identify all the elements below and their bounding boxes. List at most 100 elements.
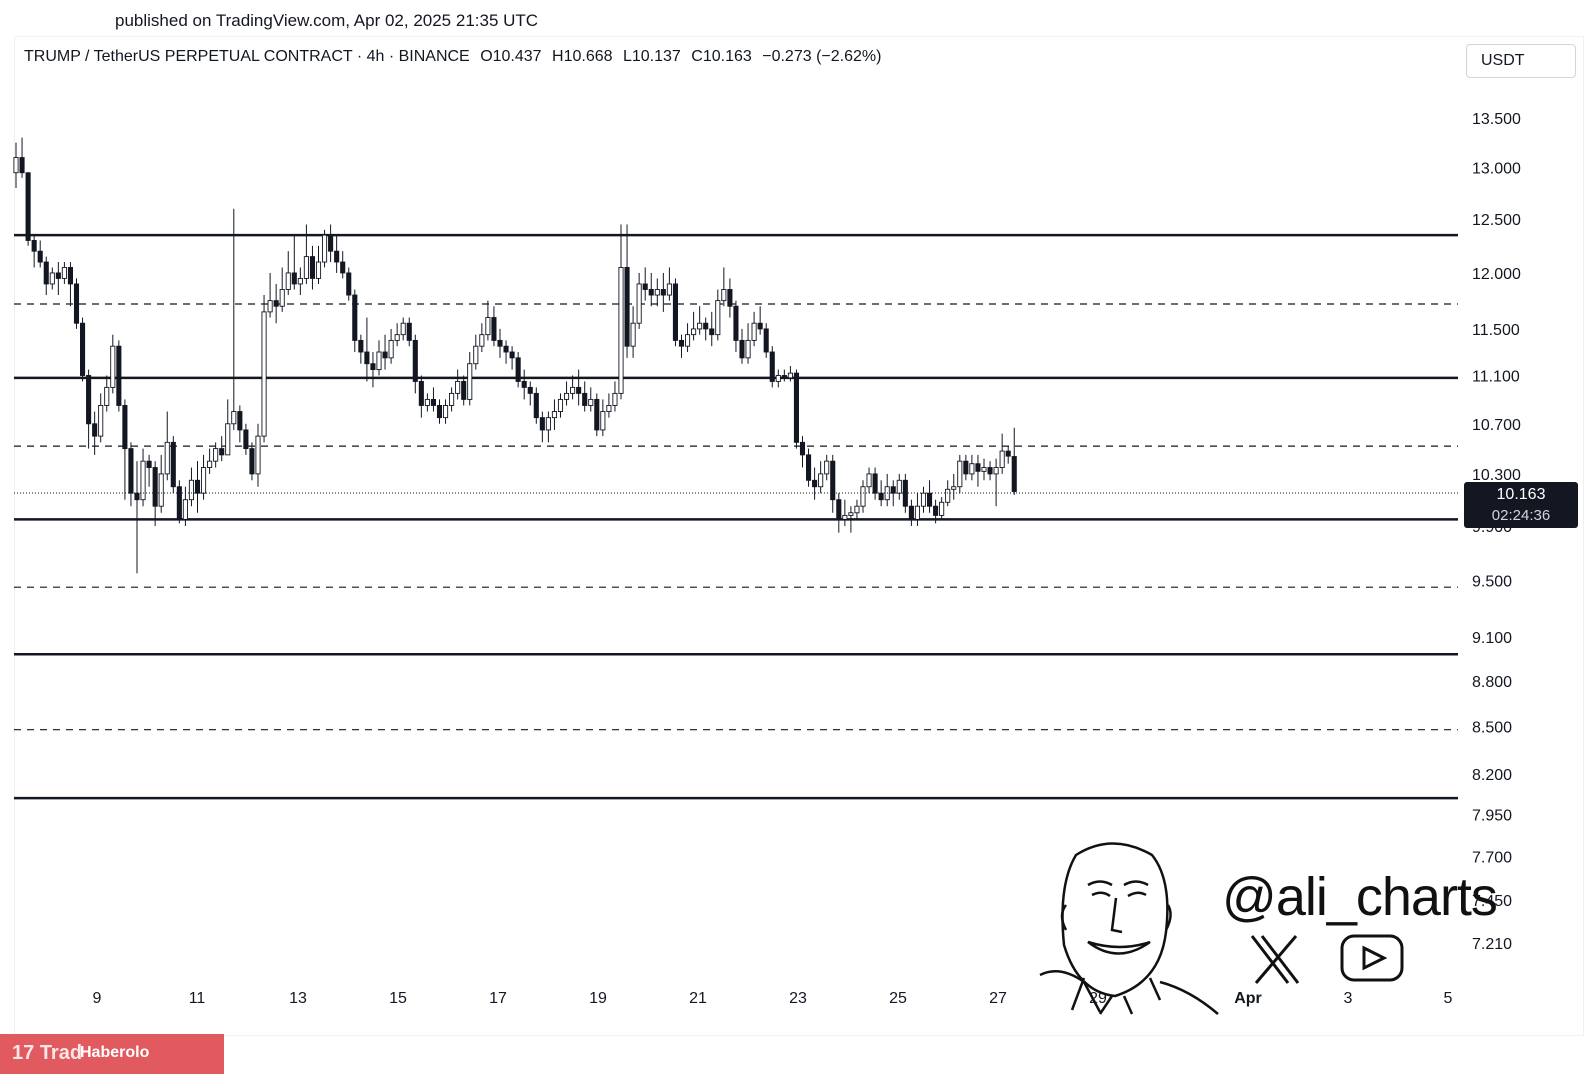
candle: [267, 272, 273, 318]
candle: [249, 442, 255, 481]
candle: [370, 352, 376, 388]
candles: [13, 137, 1017, 574]
candle-body-up: [606, 405, 612, 412]
candle-body-down: [521, 380, 527, 388]
ohlc-close: C10.163: [691, 48, 752, 65]
x-logo-icon[interactable]: [1250, 935, 1300, 984]
price-tick-label: 13.500: [1472, 111, 1521, 128]
last-price-value: 10.163: [1496, 486, 1546, 503]
candle: [781, 369, 787, 382]
price-tick-label: 11.500: [1472, 322, 1520, 339]
symbol-header: TRUMP / TetherUS PERPETUAL CONTRACT · 4h…: [24, 48, 887, 66]
candle: [709, 311, 715, 347]
candle-body-up: [570, 386, 576, 394]
price-tick-label: 8.200: [1472, 767, 1512, 784]
candle-body-up: [666, 283, 672, 296]
candle: [116, 340, 122, 412]
candle-body-up: [848, 512, 854, 516]
candle-body-up: [939, 501, 945, 516]
candle: [1011, 427, 1017, 495]
candle: [951, 473, 957, 500]
candle-body-down: [793, 372, 799, 443]
candle-body-down: [37, 250, 43, 263]
candle-body-down: [249, 448, 255, 475]
price-tick-label: 13.000: [1472, 161, 1521, 178]
youtube-icon[interactable]: [1340, 934, 1404, 982]
candle: [757, 306, 763, 335]
candle-body-up: [376, 351, 382, 371]
candle-body-down: [418, 380, 424, 406]
author-handle: @ali_charts: [1222, 867, 1498, 927]
price-tick-label: 7.950: [1472, 808, 1512, 825]
candle: [678, 334, 685, 358]
candle: [61, 262, 67, 284]
symbol-title[interactable]: TRUMP / TetherUS PERPETUAL CONTRACT · 4h…: [24, 48, 470, 65]
candle: [261, 295, 267, 443]
candle-body-up: [473, 345, 479, 365]
candle-body-down: [92, 423, 98, 437]
candle: [55, 262, 61, 296]
candle: [666, 267, 672, 301]
candle: [455, 369, 461, 400]
candle-body-up: [751, 322, 757, 341]
candle-body-down: [55, 272, 61, 279]
candle-body-down: [503, 345, 509, 353]
candle-body-down: [1005, 450, 1011, 457]
candle-body-down: [86, 375, 92, 425]
candle: [92, 411, 98, 455]
candle-body-up: [612, 392, 618, 406]
candle: [648, 272, 654, 307]
candle-body-down: [219, 448, 225, 456]
tradingview-logo: 17 Trad: [12, 1042, 83, 1064]
candle: [957, 454, 963, 494]
candle: [908, 499, 914, 526]
candle-body-down: [987, 467, 993, 475]
candle: [152, 461, 158, 526]
candle: [188, 467, 195, 507]
candle-body-up: [697, 322, 703, 330]
candle-body-down: [727, 289, 733, 307]
candle: [110, 334, 116, 394]
candle-body-down: [273, 300, 279, 307]
currency-button[interactable]: USDT: [1466, 44, 1576, 78]
candle: [388, 328, 394, 364]
candle: [987, 461, 993, 481]
candle-body-up: [896, 479, 902, 494]
candle: [485, 300, 491, 341]
candle-body-up: [261, 311, 267, 437]
candle-body-up: [303, 256, 309, 279]
candle: [793, 369, 799, 449]
candle-body-up: [207, 460, 213, 468]
candle-body-up: [322, 234, 328, 263]
footer-source: Haberolo: [80, 1044, 150, 1061]
candle-body-up: [654, 289, 660, 296]
candle-body-down: [806, 454, 812, 481]
candle-body-down: [660, 289, 666, 296]
candle: [570, 375, 576, 400]
price-tick-label: 12.500: [1472, 212, 1521, 229]
candle-body-down: [642, 283, 648, 290]
candle-body-up: [636, 283, 642, 324]
candle-body-up: [920, 492, 927, 507]
candle: [303, 224, 309, 284]
candle: [340, 251, 346, 279]
price-tick-label: 8.500: [1472, 720, 1512, 737]
candle-body-down: [436, 405, 443, 419]
price-tick-label: 9.100: [1472, 630, 1512, 647]
candle-body-up: [866, 473, 872, 488]
ohlc-low: L10.137: [622, 48, 681, 65]
candle: [67, 262, 73, 307]
candle: [122, 399, 128, 500]
candle-body-down: [594, 398, 600, 431]
candle: [751, 311, 757, 347]
candle: [969, 454, 975, 481]
time-axis: 9 11 13 15 17 19 21 23 25 27 29 Apr 3 5: [93, 990, 1453, 1007]
candle-body-down: [836, 499, 842, 520]
candle-body-up: [279, 289, 285, 307]
time-tick-label: 17: [489, 990, 507, 1007]
price-axis: 13.500 13.000 12.500 12.000 11.500 11.100 10.7…: [1472, 111, 1521, 953]
candle: [285, 251, 291, 296]
candle-body-up: [13, 157, 19, 174]
candle-body-up: [860, 486, 866, 507]
candle-body-down: [1011, 456, 1017, 492]
